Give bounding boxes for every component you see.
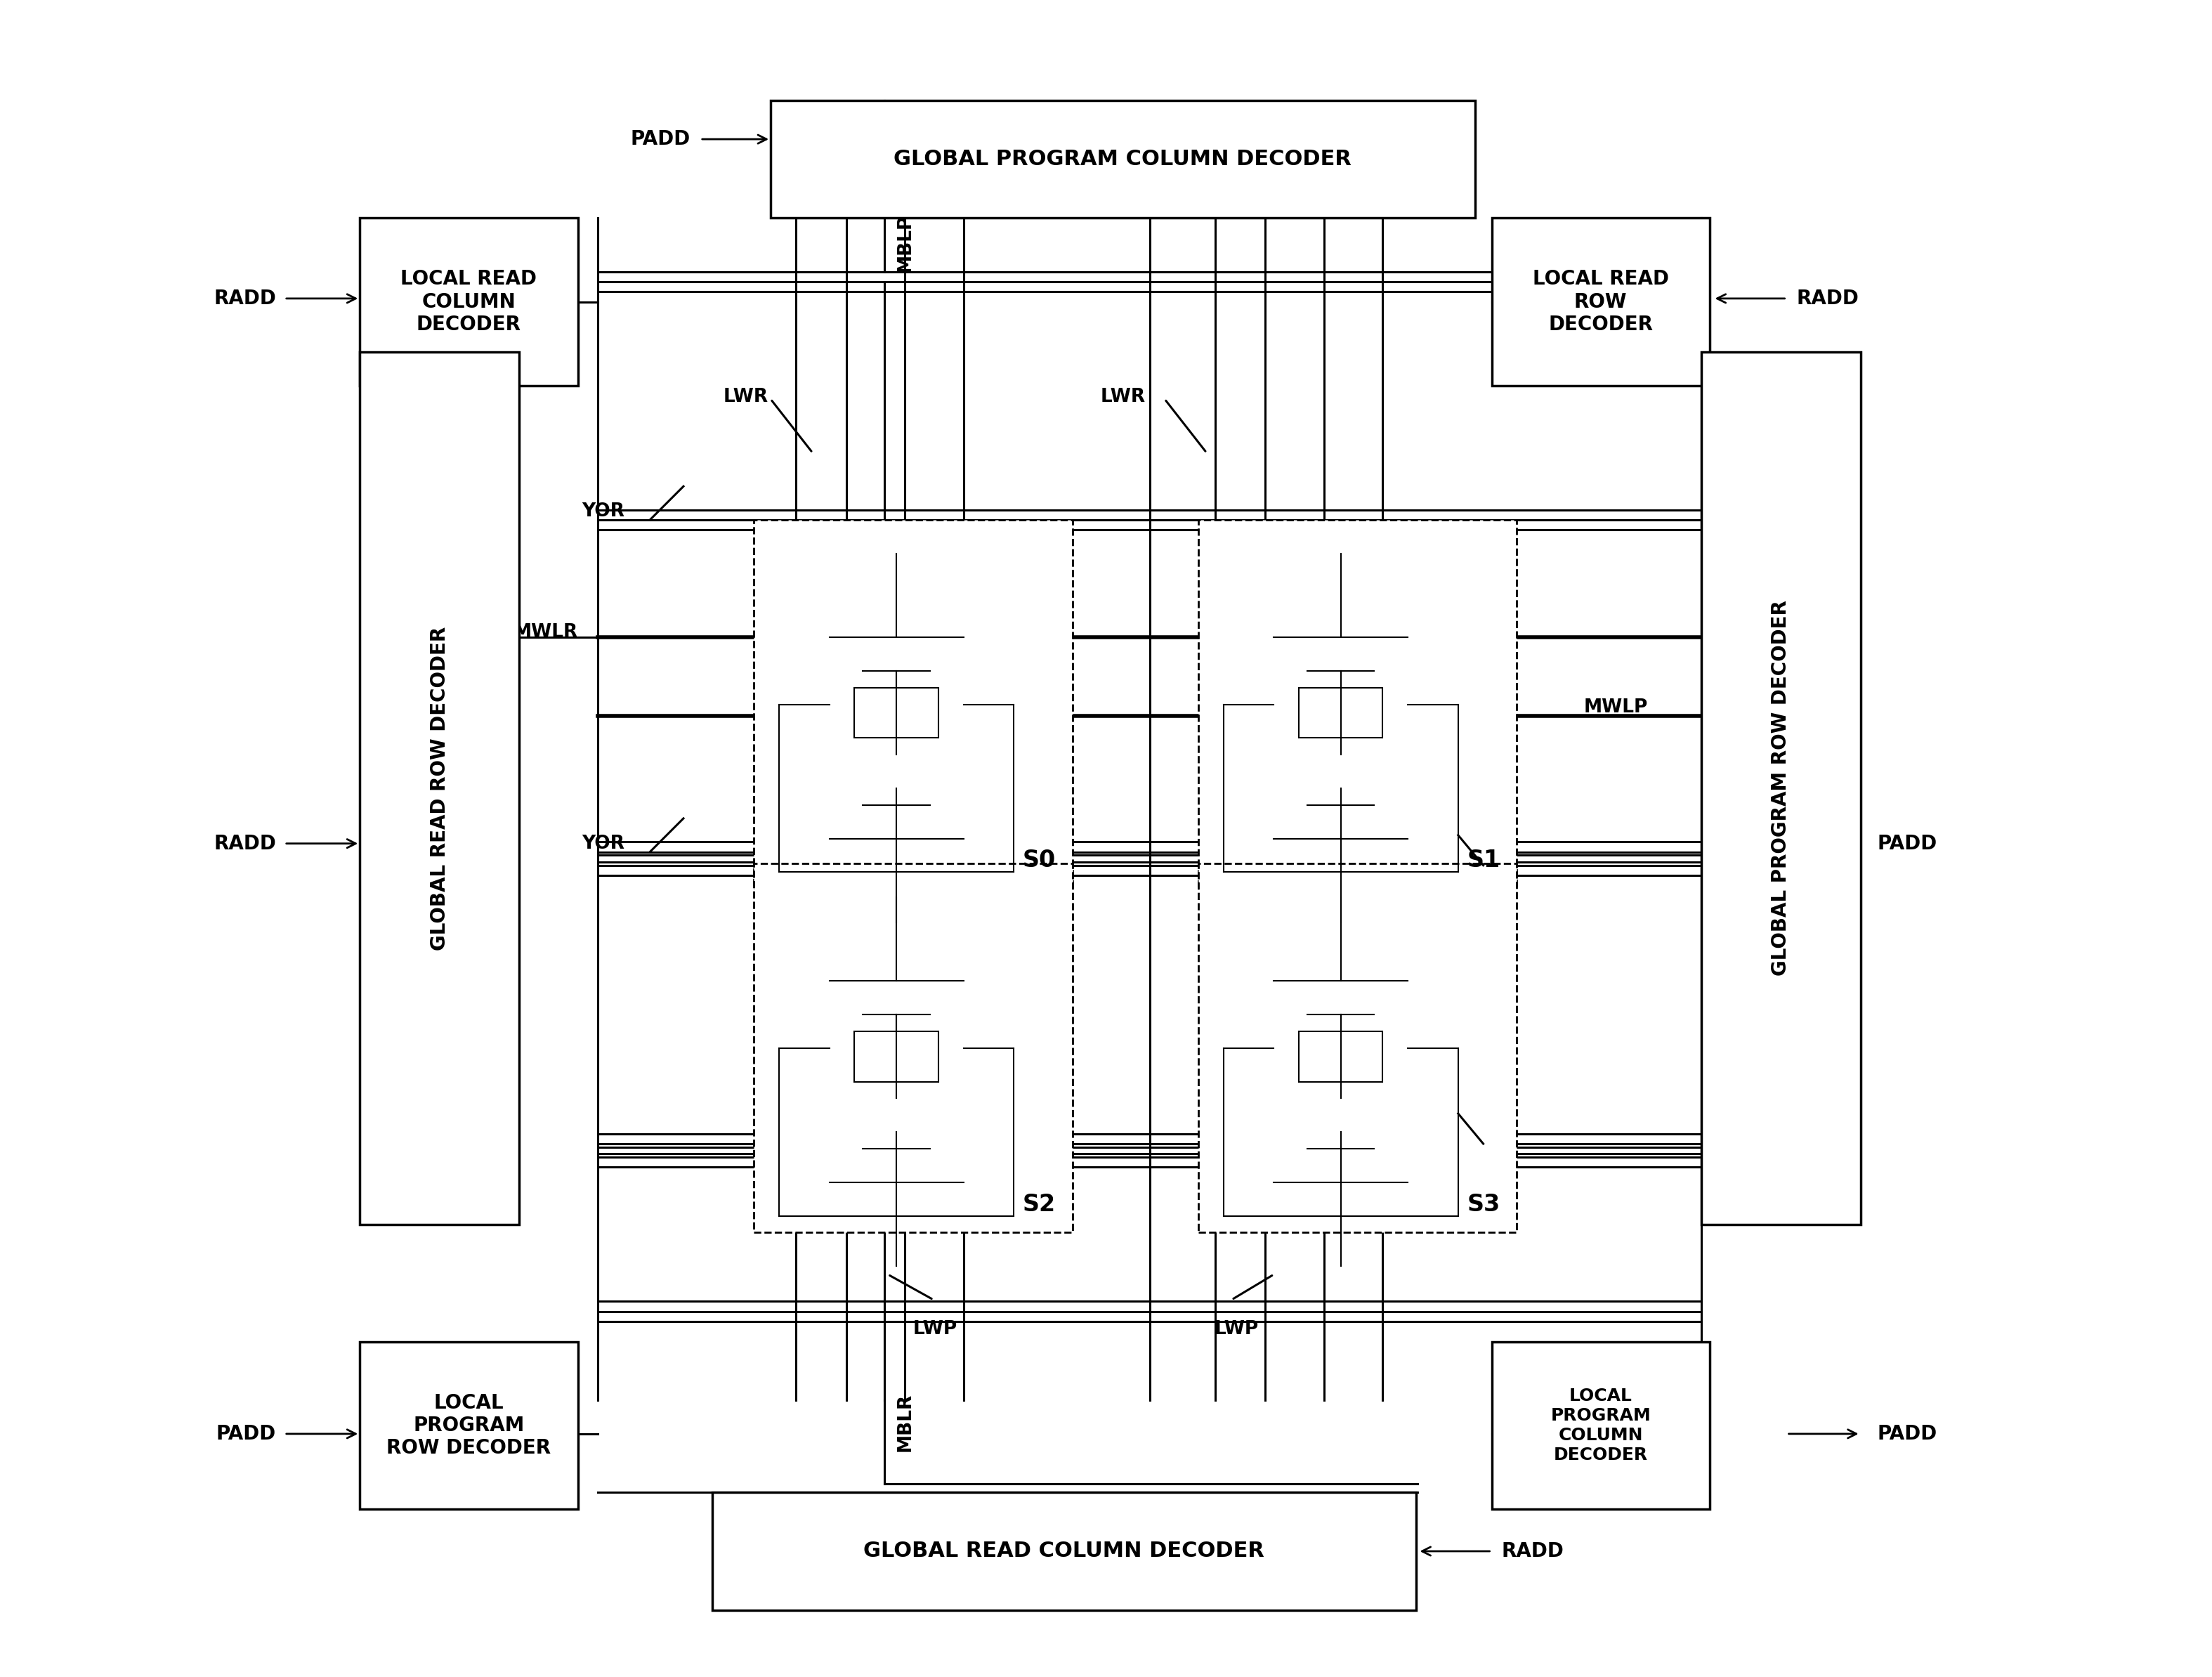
Bar [712,1493,1416,1610]
Text: S2: S2 [1022,1192,1055,1216]
Text: GLOBAL PROGRAM COLUMN DECODER: GLOBAL PROGRAM COLUMN DECODER [894,149,1352,169]
Bar [1298,688,1382,738]
Text: RADD: RADD [1502,1541,1564,1561]
Text: LOCAL
PROGRAM
ROW DECODER: LOCAL PROGRAM ROW DECODER [387,1394,551,1457]
Text: YOR: YOR [582,835,624,852]
Text: RADD: RADD [1796,288,1860,309]
Text: LOCAL
PROGRAM
COLUMN
DECODER: LOCAL PROGRAM COLUMN DECODER [1551,1389,1650,1462]
Bar [1199,864,1517,1233]
Bar [1491,1342,1710,1509]
Bar [1298,1031,1382,1082]
Bar [754,520,1073,889]
Text: PADD: PADD [1878,1424,1938,1444]
Text: RADD: RADD [215,833,276,854]
Text: S1: S1 [1467,849,1500,872]
Text: MBLR: MBLR [896,1394,916,1451]
Text: RADD: RADD [215,288,276,309]
Text: LWP: LWP [914,1320,958,1338]
Text: GLOBAL READ ROW DECODER: GLOBAL READ ROW DECODER [429,626,449,951]
Text: MWLR: MWLR [513,624,577,641]
Text: LWR: LWR [723,387,768,406]
Text: GLOBAL PROGRAM ROW DECODER: GLOBAL PROGRAM ROW DECODER [1772,600,1792,976]
Text: GLOBAL READ COLUMN DECODER: GLOBAL READ COLUMN DECODER [863,1541,1265,1561]
Bar [361,218,577,386]
Bar [770,101,1475,218]
Text: YOP: YOP [1475,1132,1517,1149]
Text: YOR: YOR [582,503,624,520]
Bar [854,1031,938,1082]
Text: YOP: YOP [1475,852,1517,869]
Text: PADD: PADD [630,129,690,149]
Text: LOCAL READ
COLUMN
DECODER: LOCAL READ COLUMN DECODER [400,270,538,334]
Text: LWP: LWP [1214,1320,1259,1338]
Text: S0: S0 [1022,849,1055,872]
Text: LWR: LWR [1099,387,1146,406]
Bar [1701,352,1860,1224]
Text: S3: S3 [1467,1192,1500,1216]
Text: PADD: PADD [217,1424,276,1444]
Text: PADD: PADD [1878,833,1938,854]
Bar [361,352,520,1224]
Bar [1491,218,1710,386]
Bar [754,864,1073,1233]
Bar [361,1342,577,1509]
Bar [1199,520,1517,889]
Text: MBLP: MBLP [896,215,916,272]
Bar [854,688,938,738]
Text: MWLP: MWLP [1584,699,1648,716]
Text: LOCAL READ
ROW
DECODER: LOCAL READ ROW DECODER [1533,270,1668,334]
